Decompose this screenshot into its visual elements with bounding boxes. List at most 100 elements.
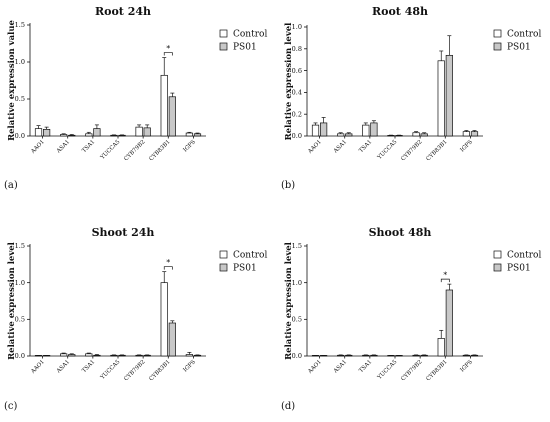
legend-label-ps01: PS01: [507, 43, 531, 53]
significance-bracket: [440, 278, 450, 283]
chart-title: Root 24h: [95, 5, 151, 18]
chart-title: Root 48h: [372, 5, 428, 18]
bar-control: [412, 354, 420, 357]
bar-control: [160, 282, 168, 357]
x-tick-label: AAO1: [30, 139, 46, 155]
legend-swatch-control: [493, 29, 502, 38]
y-tick-label: 1.0: [15, 279, 25, 287]
bar-ps01: [168, 96, 176, 137]
y-tick-label: 0.2: [292, 110, 302, 118]
x-tick-label: ASA1: [332, 359, 348, 375]
x-tick-label: IGPS: [183, 139, 197, 153]
x-tick-label: CYB83B1: [425, 139, 448, 162]
bar-control: [437, 60, 445, 137]
x-tick-label: CYB79B2: [123, 359, 147, 383]
bar-control: [60, 353, 68, 357]
y-tick-label: 0.5: [292, 316, 302, 324]
chart-title: Shoot 48h: [369, 226, 432, 239]
bar-ps01: [470, 354, 479, 357]
bar-control: [110, 354, 118, 357]
bar-ps01: [118, 134, 126, 137]
significance-bracket: [163, 266, 173, 270]
y-tick-label: 1.5: [15, 21, 25, 29]
bar-ps01: [143, 354, 151, 357]
bar-control: [437, 338, 445, 357]
x-tick-label: CYB79B2: [123, 139, 147, 163]
panel-label: (c): [4, 401, 18, 412]
x-tick-label: TSA1: [358, 139, 373, 154]
bar-ps01: [193, 354, 202, 357]
bar-ps01: [68, 354, 76, 357]
significance-star: *: [166, 44, 170, 53]
bar-control: [412, 132, 420, 137]
legend-label-ps01: PS01: [233, 43, 257, 53]
significance-bracket: [163, 52, 173, 56]
bar-ps01: [68, 134, 76, 137]
bar-control: [160, 74, 168, 137]
x-tick-label: IGPS: [183, 359, 197, 373]
legend-swatch-ps01: [219, 42, 228, 51]
legend-swatch-control: [219, 250, 228, 259]
y-tick-label: 1.5: [15, 242, 25, 250]
bar-ps01: [420, 133, 428, 137]
y-tick-label: 1.0: [292, 279, 302, 287]
legend-label-ps01: PS01: [233, 264, 257, 274]
significance-star: *: [443, 271, 447, 280]
bar-control: [362, 354, 370, 357]
significance-star: *: [166, 258, 170, 267]
y-tick-label: 0.8: [292, 45, 302, 53]
x-tick-label: CYB83B1: [148, 359, 171, 382]
legend: Control PS01: [219, 29, 267, 53]
bar-control: [185, 354, 193, 357]
panel-label: (b): [281, 180, 295, 191]
legend-label-control: Control: [507, 30, 541, 40]
bar-ps01: [93, 128, 101, 137]
bar-control: [85, 353, 93, 357]
bar-ps01: [370, 122, 378, 137]
x-tick-label: AAO1: [30, 359, 46, 375]
bar-ps01: [470, 131, 479, 137]
bar-ps01: [193, 133, 202, 137]
bar-ps01: [445, 54, 453, 137]
bar-control: [135, 126, 143, 137]
y-tick-label: 0.0: [292, 132, 302, 140]
legend-swatch-ps01: [219, 263, 228, 272]
legend-swatch-ps01: [493, 42, 502, 51]
panel-label: (d): [281, 401, 295, 412]
y-tick-label: 1.5: [292, 242, 302, 250]
legend: Control PS01: [493, 251, 541, 274]
y-tick-label: 0.4: [292, 89, 302, 97]
y-axis-label: Relative expression level: [7, 241, 17, 360]
bar-control: [185, 132, 193, 137]
bar-ps01: [143, 127, 151, 137]
y-axis-label: Relative expression value: [7, 19, 17, 140]
bar-control: [60, 134, 68, 137]
x-tick-label: CYB79B2: [400, 359, 424, 383]
bar-control: [387, 135, 395, 137]
legend-swatch-ps01: [493, 263, 502, 272]
chart-title: Shoot 24h: [92, 226, 155, 239]
x-tick-label: AAO1: [307, 359, 323, 375]
y-tick-label: 0.5: [15, 316, 25, 324]
y-tick-label: 0.0: [292, 352, 302, 360]
x-tick-label: IGPS: [460, 359, 474, 373]
legend: Control PS01: [219, 250, 267, 274]
bar-control: [34, 128, 43, 137]
y-tick-label: 1.0: [15, 58, 25, 66]
bar-ps01: [420, 354, 428, 357]
bar-control: [135, 354, 143, 357]
panel-label: (a): [4, 180, 18, 191]
x-tick-label: YUCCA5: [376, 359, 399, 382]
y-tick-label: 1.0: [292, 23, 302, 31]
legend-label-ps01: PS01: [507, 264, 531, 274]
x-tick-label: TSA1: [81, 359, 96, 374]
x-tick-label: TSA1: [358, 359, 373, 374]
bar-control: [337, 354, 345, 357]
legend-swatch-control: [219, 29, 228, 38]
bar-ps01: [345, 354, 353, 357]
y-axis-label: Relative expression level: [284, 22, 294, 141]
bar-ps01: [345, 133, 353, 137]
bar-control: [110, 134, 118, 137]
